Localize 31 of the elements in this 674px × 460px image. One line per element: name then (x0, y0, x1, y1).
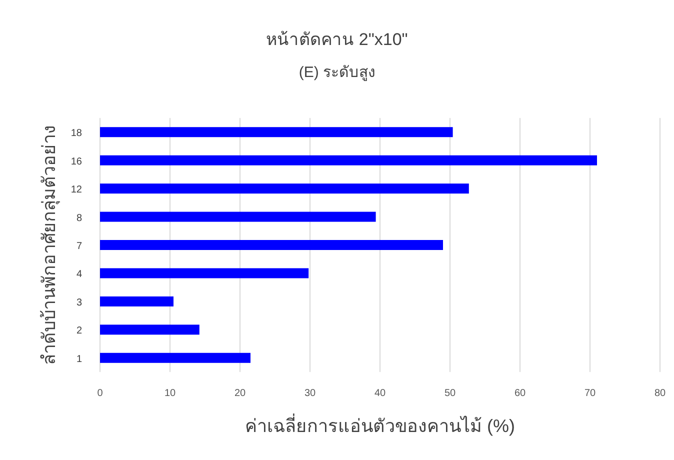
x-tick-label: 40 (374, 388, 386, 399)
bar (100, 240, 443, 250)
chart-title: หน้าตัดคาน 2"x10" (266, 30, 408, 49)
bar (100, 324, 200, 335)
x-tick-label: 50 (444, 388, 456, 399)
x-tick-label: 60 (514, 388, 526, 399)
x-tick-label: 10 (164, 388, 176, 399)
x-tick-label: 80 (654, 388, 666, 399)
bar (100, 155, 597, 166)
y-tick-label: 16 (70, 156, 82, 168)
bar (100, 184, 469, 194)
y-tick-label: 7 (76, 241, 82, 252)
y-tick-label: 2 (76, 326, 82, 337)
bar (100, 127, 453, 138)
bar (100, 268, 309, 278)
y-tick-label: 1 (76, 354, 82, 365)
x-tick-label: 0 (97, 388, 104, 399)
x-tick-label: 30 (304, 388, 316, 399)
y-axis-title: ลำดับบ้านพักอาศัยกลุ่มตัวอย่าง (39, 125, 60, 365)
y-tick-label: 4 (76, 269, 82, 280)
bar (100, 212, 376, 222)
bar (100, 296, 174, 306)
chart-subtitle: (E) ระดับสูง (298, 64, 376, 81)
y-tick-label: 12 (70, 184, 82, 196)
y-tick-label: 3 (76, 297, 82, 308)
x-tick-label: 70 (584, 388, 596, 399)
y-tick-label: 18 (70, 128, 82, 140)
bar (100, 352, 250, 363)
x-tick-label: 20 (234, 388, 246, 399)
y-tick-label: 8 (76, 212, 82, 224)
x-axis-title: ค่าเฉลี่ยการแอ่นตัวของคานไม้ (%) (245, 413, 515, 436)
